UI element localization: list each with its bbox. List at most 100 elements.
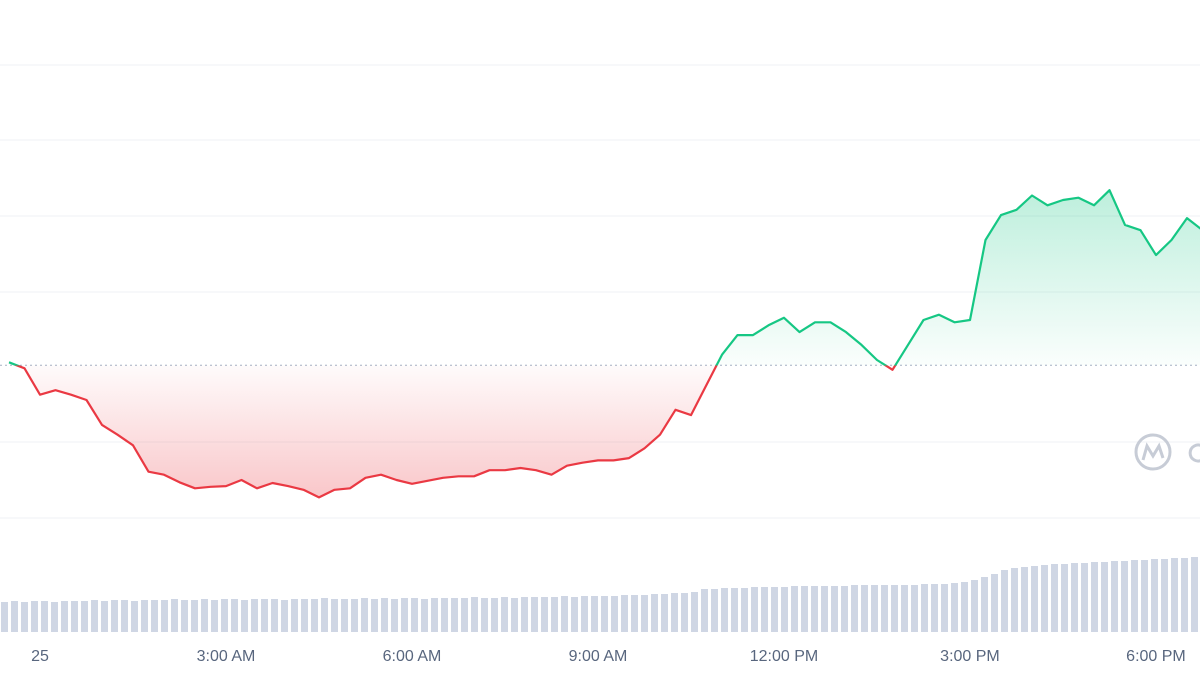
volume-bar <box>391 599 398 632</box>
volume-bar <box>251 599 258 632</box>
price-area <box>9 190 1200 498</box>
volume-bar <box>441 598 448 632</box>
volume-bar <box>1 602 8 632</box>
volume-bar <box>681 593 688 632</box>
volume-bar <box>281 600 288 632</box>
volume-bar <box>1011 568 1018 632</box>
volume-bar <box>71 601 78 632</box>
volume-bar <box>931 584 938 632</box>
volume-bar <box>991 574 998 632</box>
volume-bar <box>1101 562 1108 632</box>
volume-bar <box>731 588 738 632</box>
volume-bar <box>611 596 618 632</box>
volume-bar <box>971 580 978 632</box>
volume-bar <box>1071 563 1078 632</box>
volume-bar <box>1001 570 1008 632</box>
volume-bar <box>261 599 268 632</box>
volume-bar <box>671 593 678 632</box>
volume-bar <box>801 586 808 632</box>
volume-bar <box>1091 562 1098 632</box>
volume-bar <box>1151 559 1158 632</box>
volume-bar <box>521 597 528 632</box>
volume-bar <box>851 585 858 632</box>
volume-bar <box>621 595 628 632</box>
volume-bar <box>61 601 68 632</box>
volume-bar <box>101 601 108 632</box>
volume-bar <box>581 596 588 632</box>
volume-bar <box>491 598 498 632</box>
volume-bar <box>371 599 378 632</box>
volume-bar <box>551 597 558 632</box>
volume-bar <box>1041 565 1048 632</box>
volume-bar <box>721 588 728 632</box>
volume-bar <box>641 595 648 632</box>
volume-bar <box>1191 557 1198 632</box>
volume-bar <box>701 589 708 632</box>
volume-bar <box>411 598 418 632</box>
volume-bar <box>141 600 148 632</box>
volume-bar <box>1171 558 1178 632</box>
price-line <box>8 189 1200 499</box>
volume-bar <box>121 600 128 632</box>
volume-bar <box>361 598 368 632</box>
volume-bar <box>1051 564 1058 632</box>
volume-bar <box>791 586 798 632</box>
volume-bar <box>531 597 538 632</box>
volume-bar <box>961 582 968 632</box>
volume-bar <box>661 594 668 632</box>
volume-bar <box>161 600 168 632</box>
volume-bar <box>601 596 608 632</box>
volume-bar <box>481 598 488 632</box>
volume-bar <box>1161 559 1168 632</box>
watermark-logo <box>1134 433 1200 471</box>
volume-bar <box>321 598 328 632</box>
volume-bar <box>631 595 638 632</box>
volume-bar <box>1181 558 1188 632</box>
volume-bar <box>711 589 718 632</box>
volume-bar <box>751 587 758 632</box>
x-tick-label: 25 <box>31 648 49 665</box>
volume-bar <box>841 586 848 632</box>
volume-bar <box>461 598 468 632</box>
volume-bar <box>221 599 228 632</box>
volume-bar <box>91 600 98 632</box>
volume-bar <box>131 601 138 632</box>
volume-bar <box>171 599 178 632</box>
volume-bar <box>1021 567 1028 632</box>
volume-bar <box>151 600 158 632</box>
volume-bar <box>381 598 388 632</box>
volume-bar <box>241 600 248 632</box>
volume-bar <box>591 596 598 632</box>
volume-bar <box>211 600 218 632</box>
x-tick-label: 12:00 PM <box>750 648 818 665</box>
volume-bar <box>881 585 888 632</box>
volume-bar <box>691 592 698 632</box>
volume-bar <box>351 599 358 632</box>
volume-bar <box>31 601 38 632</box>
volume-bar <box>341 599 348 632</box>
volume-bar <box>11 601 18 632</box>
x-tick-label: 3:00 PM <box>940 648 1000 665</box>
volume-bar <box>831 586 838 632</box>
volume-bar <box>331 599 338 632</box>
volume-bar <box>311 599 318 632</box>
volume-bar <box>1031 566 1038 632</box>
volume-bar <box>1141 560 1148 632</box>
volume-bar <box>821 586 828 632</box>
volume-bar <box>541 597 548 632</box>
logo-letter <box>1188 443 1200 463</box>
volume-bar <box>861 585 868 632</box>
volume-bar <box>1131 560 1138 632</box>
volume-bar <box>431 598 438 632</box>
volume-bar <box>191 600 198 632</box>
volume-bar <box>21 602 28 632</box>
volume-bar <box>741 588 748 632</box>
x-tick-label: 6:00 AM <box>383 648 442 665</box>
volume-bar <box>651 594 658 632</box>
volume-bar <box>1081 563 1088 632</box>
volume-bar <box>291 599 298 632</box>
volume-bar <box>891 585 898 632</box>
volume-bar <box>401 598 408 632</box>
volume-bar <box>871 585 878 632</box>
